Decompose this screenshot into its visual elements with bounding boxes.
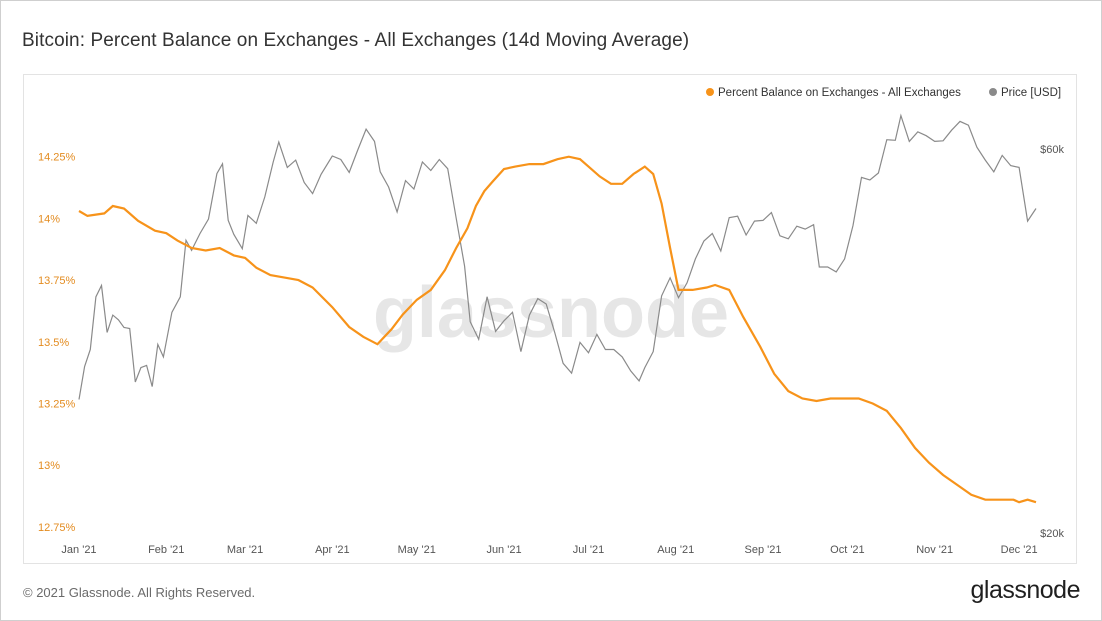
x-tick-label: Jul '21 <box>573 544 604 556</box>
y-left-tick-label: 14.25% <box>38 152 76 164</box>
y-right-tick-label: $60k <box>1040 144 1064 156</box>
y-axis-left: 14.25% 14% 13.75% 13.5% 13.25% 13% 12.75% <box>38 152 76 534</box>
y-axis-right: $60k $20k <box>1040 144 1064 540</box>
chart-panel: glassnode Percent Balance on Exchanges -… <box>23 74 1077 564</box>
y-left-tick-label: 14% <box>38 213 60 225</box>
x-tick-label: Jun '21 <box>486 544 521 556</box>
legend-label-price[interactable]: Price [USD] <box>1001 87 1061 99</box>
x-tick-label: Oct '21 <box>830 544 865 556</box>
x-tick-label: Feb '21 <box>148 544 184 556</box>
x-tick-label: Nov '21 <box>916 544 953 556</box>
watermark: glassnode <box>373 273 729 353</box>
y-left-tick-label: 13% <box>38 460 60 472</box>
x-tick-label: Jan '21 <box>61 544 96 556</box>
y-left-tick-label: 13.25% <box>38 398 76 410</box>
glassnode-logo[interactable]: glassnode <box>970 576 1081 604</box>
x-axis: Jan '21 Feb '21 Mar '21 Apr '21 May '21 Jun '… <box>61 544 1037 556</box>
chart-svg: glassnode Percent Balance on Exchanges -… <box>38 87 1064 556</box>
y-left-tick-label: 13.75% <box>38 275 76 287</box>
x-tick-label: Dec '21 <box>1001 544 1038 556</box>
x-tick-label: Aug '21 <box>657 544 694 556</box>
footer-copyright: © 2021 Glassnode. All Rights Reserved. <box>23 585 256 600</box>
y-right-tick-label: $20k <box>1040 528 1064 540</box>
legend-marker-balance <box>706 88 714 96</box>
series-line-price <box>78 113 1037 400</box>
series-line-balance <box>78 155 1037 504</box>
x-tick-label: May '21 <box>398 544 436 556</box>
legend-label-balance[interactable]: Percent Balance on Exchanges - All Excha… <box>718 87 961 99</box>
x-tick-label: Sep '21 <box>744 544 781 556</box>
legend-marker-price <box>989 88 997 96</box>
chart-legend: Percent Balance on Exchanges - All Excha… <box>706 87 1061 99</box>
x-tick-label: Apr '21 <box>315 544 350 556</box>
y-left-tick-label: 13.5% <box>38 337 69 349</box>
chart-title: Bitcoin: Percent Balance on Exchanges - … <box>22 30 690 51</box>
y-left-tick-label: 12.75% <box>38 522 76 534</box>
x-tick-label: Mar '21 <box>227 544 263 556</box>
